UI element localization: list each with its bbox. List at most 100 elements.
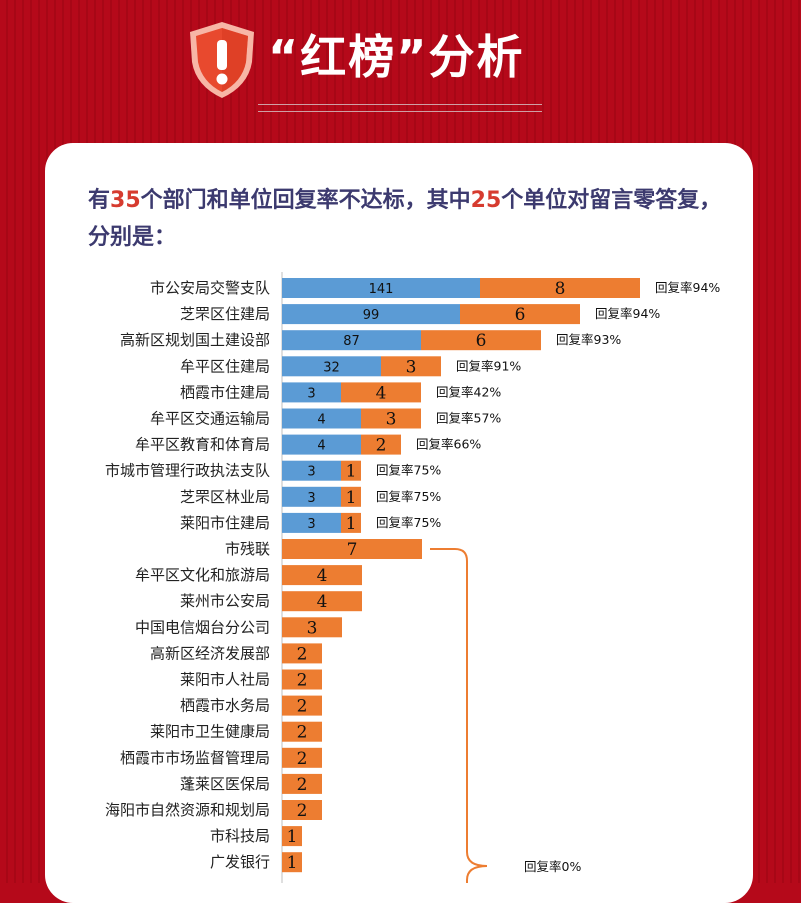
zero-group-rate-label: 回复率0% [524, 859, 581, 874]
reply-rate-label: 回复率94% [655, 280, 720, 295]
category-label: 蓬莱区医保局 [180, 775, 270, 793]
reply-rate-label: 回复率57% [436, 411, 501, 426]
unreplied-bar [282, 826, 302, 847]
category-label: 莱州市公安局 [180, 592, 270, 610]
page-title: “红榜”分析 [268, 30, 525, 84]
header: “红榜”分析 [0, 0, 801, 140]
replied-bar [282, 460, 341, 481]
unreplied-bar [282, 565, 362, 586]
unreplied-bar [421, 330, 541, 351]
reply-rate-label: 回复率91% [456, 358, 521, 373]
replied-bar [282, 512, 341, 533]
category-label: 莱阳市住建局 [180, 514, 270, 532]
category-label: 市城市管理行政执法支队 [105, 462, 270, 480]
category-label: 芝罘区林业局 [180, 488, 270, 506]
reply-rate-label: 回复率75% [376, 463, 441, 478]
unreplied-value-label: 3 [307, 618, 318, 638]
unreplied-value-label: 3 [386, 410, 397, 430]
category-label: 中国电信烟台分公司 [135, 618, 270, 636]
category-label: 高新区规划国土建设部 [120, 331, 270, 349]
category-label: 广发银行 [210, 853, 270, 871]
replied-value-label: 3 [307, 386, 315, 401]
unreplied-bar [341, 382, 421, 403]
unreplied-value-label: 3 [406, 357, 417, 377]
unreplied-bar [341, 486, 361, 507]
unreplied-value-label: 4 [317, 566, 328, 586]
warning-shield-icon [190, 22, 254, 98]
reply-rate-label: 回复率75% [376, 515, 441, 530]
unreplied-bar [282, 539, 422, 559]
unreplied-value-label: 2 [297, 801, 308, 821]
replied-bar [282, 278, 480, 298]
replied-bar [282, 408, 361, 429]
unreplied-value-label: 4 [376, 383, 387, 403]
replied-bar [282, 382, 341, 403]
reply-rate-bar-chart: 市公安局交警支队 141 8 回复率94%芝罘区住建局 99 6 回复率94%高新区规划国土… [105, 272, 720, 883]
unreplied-bar [282, 695, 322, 716]
summary-suffix: 个单位对留言零答复，分别是： [88, 188, 722, 250]
unreplied-bar [282, 669, 322, 690]
unreplied-bar [282, 617, 342, 638]
unreplied-value-label: 1 [287, 827, 298, 847]
replied-bar [282, 304, 460, 325]
category-label: 牟平区交通运输局 [150, 410, 270, 428]
replied-bar [282, 330, 421, 351]
category-label: 栖霞市住建局 [180, 383, 270, 401]
unreplied-value-label: 2 [297, 723, 308, 743]
category-label: 莱阳市人社局 [180, 671, 270, 689]
unreplied-value-label: 7 [347, 540, 358, 560]
unreplied-bar [282, 591, 362, 612]
unreplied-value-label: 2 [297, 671, 308, 691]
category-label: 市科技局 [210, 827, 270, 845]
unreplied-value-label: 4 [317, 592, 328, 612]
category-label: 芝罘区住建局 [180, 305, 270, 323]
reply-rate-label: 回复率42% [436, 384, 501, 399]
reply-rate-label: 回复率75% [376, 489, 441, 504]
category-label: 牟平区教育和体育局 [135, 436, 270, 454]
unreplied-bar [361, 434, 401, 455]
category-label: 市残联 [225, 540, 270, 558]
unreplied-bar [361, 408, 421, 429]
category-label: 海阳市自然资源和规划局 [105, 801, 270, 819]
category-label: 高新区经济发展部 [150, 644, 270, 662]
replied-bar [282, 356, 381, 377]
unreplied-bar [460, 304, 580, 325]
category-label: 牟平区文化和旅游局 [135, 566, 270, 584]
replied-value-label: 32 [323, 360, 340, 375]
reply-rate-label: 回复率93% [556, 332, 621, 347]
unreplied-value-label: 2 [297, 644, 308, 664]
replied-value-label: 3 [307, 491, 315, 506]
reply-rate-label: 回复率66% [416, 437, 481, 452]
unreplied-value-label: 2 [376, 436, 387, 456]
zero-reply-count: 25 [470, 188, 502, 213]
content-card [45, 143, 753, 903]
unreplied-bar [480, 278, 640, 298]
unreplied-bar [282, 643, 322, 664]
summary-middle: 个部门和单位回复率不达标，其中 [140, 188, 471, 213]
unreplied-bar [282, 773, 322, 794]
unreplied-value-label: 6 [515, 305, 526, 325]
replied-value-label: 4 [317, 439, 325, 454]
replied-value-label: 87 [343, 334, 360, 349]
summary-prefix: 有 [88, 188, 111, 213]
department-count: 35 [110, 188, 141, 213]
unreplied-value-label: 2 [297, 775, 308, 795]
summary-text: 有35个部门和单位回复率不达标，其中25个单位对留言零答复，分别是： [88, 182, 738, 256]
zero-reply-bracket [430, 548, 488, 883]
replied-value-label: 3 [307, 465, 315, 480]
unreplied-bar [341, 512, 361, 533]
category-label: 栖霞市水务局 [180, 697, 270, 715]
unreplied-value-label: 2 [297, 697, 308, 717]
replied-value-label: 4 [317, 413, 325, 428]
unreplied-bar [381, 356, 441, 377]
unreplied-value-label: 1 [346, 488, 357, 508]
unreplied-bar [282, 852, 302, 873]
category-label: 牟平区住建局 [180, 357, 270, 375]
title-underline [258, 104, 542, 112]
unreplied-value-label: 2 [297, 749, 308, 769]
unreplied-bar [341, 460, 361, 481]
replied-bar [282, 486, 341, 507]
unreplied-value-label: 8 [555, 279, 566, 299]
unreplied-value-label: 6 [476, 331, 487, 351]
unreplied-value-label: 1 [346, 514, 357, 534]
